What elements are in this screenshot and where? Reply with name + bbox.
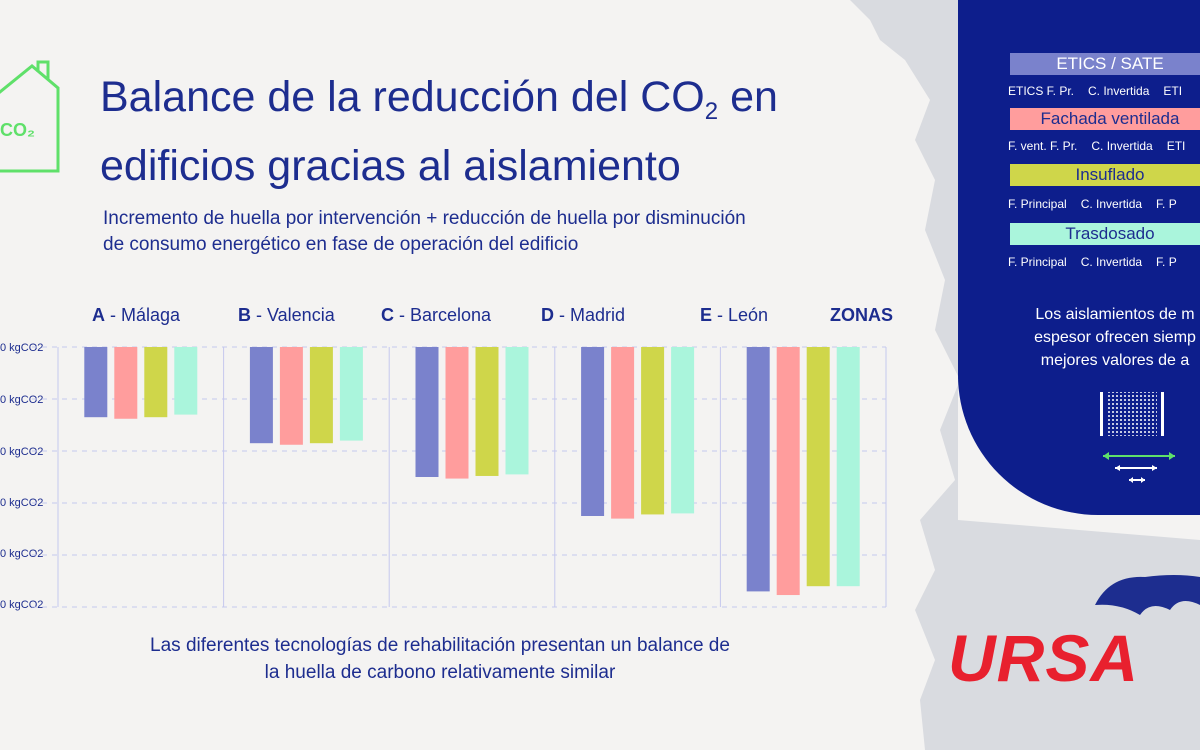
bar-3-2 [641, 347, 665, 515]
bar-2-1 [445, 347, 469, 479]
legend-fachada: Fachada ventilada [1010, 108, 1200, 130]
zonas-label: ZONAS [830, 305, 893, 325]
zone-label-c: C - Barcelona [381, 305, 492, 325]
chart-caption: Las diferentes tecnologías de rehabilita… [150, 635, 730, 683]
page-title: Balance de la reducción del CO2 en edifi… [100, 70, 778, 193]
zone-label-b: B - Valencia [238, 305, 335, 325]
title-line2: edificios gracias al aislamiento [100, 142, 681, 190]
bar-0-3 [174, 347, 198, 415]
legend-insuflado-items: F. Principal C. Invertida F. P [1008, 197, 1177, 211]
legend-panel [958, 0, 1200, 515]
ursa-logo: URSA [948, 621, 1140, 695]
legend-trasdosado-items: F. Principal C. Invertida F. P [1008, 255, 1177, 269]
zone-label-e: E - León [700, 305, 769, 325]
bar-1-2 [309, 347, 333, 444]
zone-label-a: A - Málaga [92, 305, 181, 325]
legend-fachada-items: F. vent. F. Pr. C. Invertida ETI [1008, 139, 1186, 153]
bar-2-3 [505, 347, 529, 475]
y-tick-label: 0 kgCO2 [0, 548, 44, 560]
bar-4-3 [836, 347, 860, 587]
y-tick-label: 0 kgCO2 [0, 599, 44, 611]
y-tick-label: 0 kgCO2 [0, 342, 44, 354]
y-tick-label: 0 kgCO2 [0, 394, 44, 406]
bar-1-0 [249, 347, 273, 444]
legend-etics-items: ETICS F. Pr. C. Invertida ETI [1008, 84, 1183, 98]
legend-trasdosado: Trasdosado [1010, 223, 1200, 245]
bar-2-0 [415, 347, 439, 477]
y-tick-label: 0 kgCO2 [0, 497, 44, 509]
bar-3-1 [611, 347, 635, 519]
subtitle: Incremento de huella por intervención + … [103, 208, 746, 255]
panel-text: Los aislamientos de m espesor ofrecen si… [1034, 306, 1196, 369]
house-icon-text: CO₂ [0, 120, 35, 140]
bar-1-3 [339, 347, 363, 441]
bar-3-0 [581, 347, 605, 516]
legend-etics: ETICS / SATE [1010, 53, 1200, 75]
bar-2-2 [475, 347, 499, 476]
bar-0-0 [84, 347, 108, 418]
bar-0-2 [144, 347, 168, 418]
house-co2-icon: CO₂ [0, 60, 60, 173]
bar-4-2 [806, 347, 830, 587]
bar-4-1 [776, 347, 800, 596]
insulation-thickness-icon [1100, 392, 1175, 483]
title-line1-end: en [718, 73, 778, 121]
bar-3-3 [671, 347, 695, 514]
bear-logo-icon [1095, 575, 1200, 615]
bar-0-1 [114, 347, 138, 419]
y-tick-label: 0 kgCO2 [0, 446, 44, 458]
bar-1-1 [279, 347, 303, 445]
title-line1: Balance de la reducción del CO [100, 73, 705, 121]
title-subscript: 2 [704, 98, 719, 125]
bar-chart [32, 346, 887, 608]
zone-label-d: D - Madrid [541, 305, 626, 325]
bar-4-0 [746, 347, 770, 592]
legend-insuflado: Insuflado [1010, 164, 1200, 186]
